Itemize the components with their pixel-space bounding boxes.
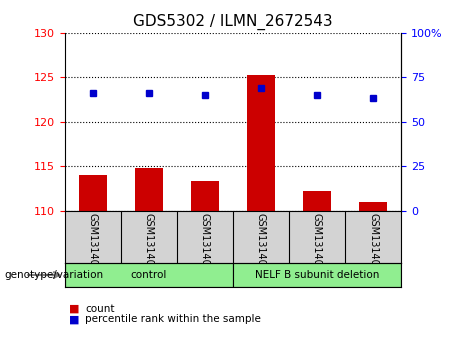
Text: ■: ■ xyxy=(69,303,80,314)
Bar xyxy=(65,263,233,287)
Bar xyxy=(191,181,219,211)
Bar xyxy=(233,263,401,287)
Bar xyxy=(303,191,331,211)
Text: GSM1314044: GSM1314044 xyxy=(256,213,266,278)
Text: GSM1314042: GSM1314042 xyxy=(144,213,154,278)
Title: GDS5302 / ILMN_2672543: GDS5302 / ILMN_2672543 xyxy=(133,14,333,30)
Text: GSM1314043: GSM1314043 xyxy=(200,213,210,278)
Text: GSM1314045: GSM1314045 xyxy=(312,213,322,278)
Bar xyxy=(359,201,387,211)
Bar xyxy=(135,168,163,211)
Text: genotype/variation: genotype/variation xyxy=(5,270,104,280)
Text: NELF B subunit deletion: NELF B subunit deletion xyxy=(255,270,379,280)
Bar xyxy=(78,175,106,211)
Text: ■: ■ xyxy=(69,314,80,325)
Bar xyxy=(247,76,275,211)
Text: GSM1314041: GSM1314041 xyxy=(88,213,98,278)
Text: count: count xyxy=(85,303,115,314)
Text: percentile rank within the sample: percentile rank within the sample xyxy=(85,314,261,325)
Text: GSM1314046: GSM1314046 xyxy=(368,213,378,278)
Text: control: control xyxy=(130,270,167,280)
